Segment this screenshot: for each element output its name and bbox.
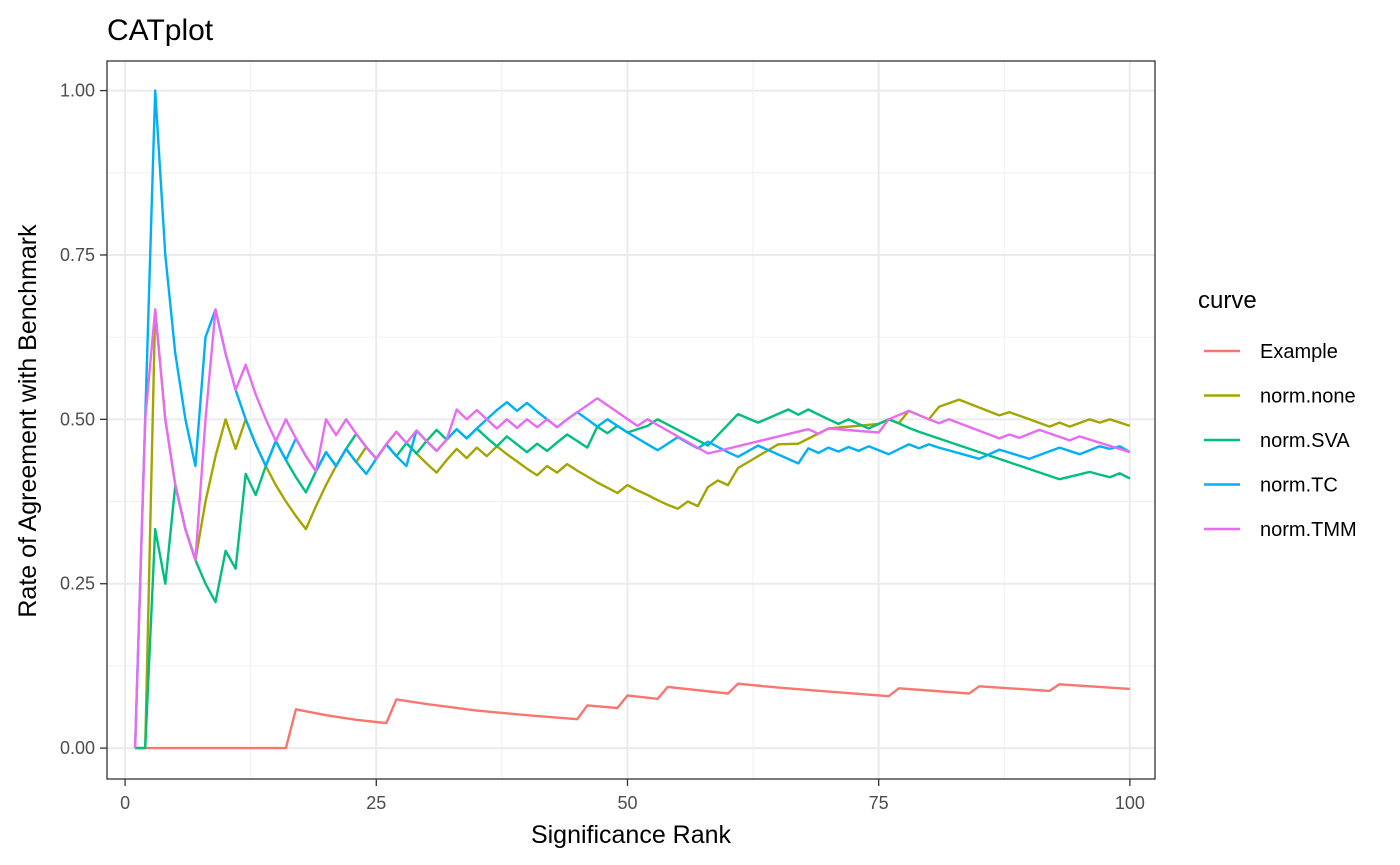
series-line-example — [135, 682, 1130, 750]
chart-title: CATplot — [107, 14, 214, 47]
x-tick-label: 100 — [1115, 793, 1145, 813]
panel-border — [106, 60, 1156, 780]
legend-label-example: Example — [1260, 341, 1338, 363]
y-tick-label: 0.50 — [60, 409, 95, 429]
legend: curve Example norm.none norm.SVA norm.TC nor… — [1198, 287, 1357, 541]
y-tick-label: 0.25 — [60, 574, 95, 594]
y-tick-label: 0.75 — [60, 245, 95, 265]
y-tick-label: 0.00 — [60, 738, 95, 758]
series-line-norm-sva — [135, 408, 1131, 750]
series-line-norm-tmm — [133, 308, 1131, 749]
legend-items: Example norm.none norm.SVA norm.TC norm.TMM — [1204, 341, 1357, 541]
x-tick-label: 50 — [617, 793, 637, 813]
axis-ticks — [100, 89, 1131, 786]
series-layer — [133, 89, 1131, 750]
y-axis-title: Rate of Agreement with Benchmark — [14, 224, 42, 618]
x-tick-label: 0 — [120, 793, 130, 813]
tick-labels: 0 25 50 75 100 0.00 0.25 0.50 0.75 1.00 — [60, 81, 1145, 813]
legend-title: curve — [1198, 287, 1257, 314]
x-tick-label: 25 — [366, 793, 386, 813]
legend-label-norm-tc: norm.TC — [1260, 475, 1338, 497]
grid-minor — [107, 61, 1155, 779]
legend-label-norm-sva: norm.SVA — [1260, 430, 1350, 452]
x-axis-title: Significance Rank — [531, 821, 732, 849]
y-tick-label: 1.00 — [60, 81, 95, 101]
legend-label-norm-tmm: norm.TMM — [1260, 519, 1357, 541]
series-line-norm-none — [135, 308, 1131, 750]
x-tick-label: 75 — [869, 793, 889, 813]
legend-label-norm-none: norm.none — [1260, 386, 1356, 408]
